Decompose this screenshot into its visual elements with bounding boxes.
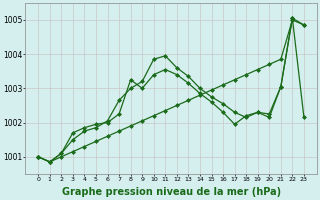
X-axis label: Graphe pression niveau de la mer (hPa): Graphe pression niveau de la mer (hPa) <box>61 187 281 197</box>
